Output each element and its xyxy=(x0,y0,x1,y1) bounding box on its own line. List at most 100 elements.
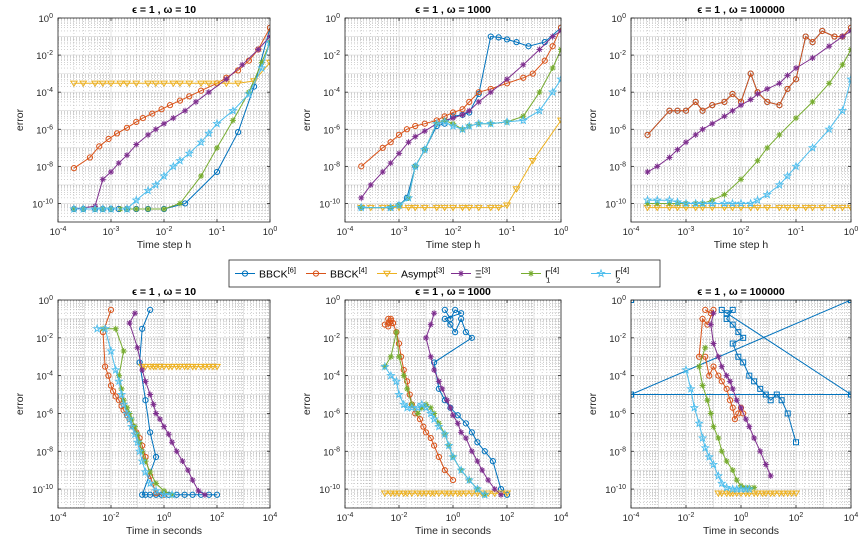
y-tick-label: 100 xyxy=(612,295,627,307)
data-point-s3-p16 xyxy=(485,477,492,484)
legend-entry-3: Asympt[3] xyxy=(377,266,444,281)
data-point-s0-p17 xyxy=(213,491,221,498)
data-point-s1-p14 xyxy=(784,85,791,93)
y-tick-label: 10-10 xyxy=(32,484,53,496)
data-point-s2-p12 xyxy=(761,490,770,498)
data-point-s4-p8 xyxy=(145,206,152,213)
data-point-s4-p10 xyxy=(733,477,740,484)
y-tick-label: 10-10 xyxy=(319,198,340,210)
data-point-s4-p4 xyxy=(400,372,407,379)
x-tick-label: 100 xyxy=(554,226,569,238)
data-point-s3-p5 xyxy=(723,372,730,379)
data-point-s3-p4 xyxy=(683,139,689,146)
legend-marker xyxy=(596,268,606,278)
x-axis-label: Time in seconds xyxy=(703,525,779,537)
y-tick-label: 10-2 xyxy=(323,333,340,345)
y-tick-label: 10-10 xyxy=(319,484,340,496)
data-point-s0-p13 xyxy=(495,34,502,41)
legend-marker xyxy=(241,270,249,277)
data-point-s3-p3 xyxy=(674,146,681,153)
data-point-s5-p5 xyxy=(700,443,710,452)
data-point-s5-p2 xyxy=(664,195,675,205)
chart-title: ϵ = 1 , ω = 10 xyxy=(132,286,196,298)
data-point-s5-p16 xyxy=(151,486,161,495)
data-point-s1-p17 xyxy=(740,410,747,417)
data-point-s5-p10 xyxy=(168,161,178,171)
chart-panel-3: 10-4 10-3 10-2 10-1 100 10-10 10-8 10-6 10-4 10-2… xyxy=(587,4,858,251)
data-point-s1-p14 xyxy=(731,416,738,423)
data-point-s3-p17 xyxy=(201,491,208,498)
y-tick-label: 10-10 xyxy=(32,198,53,210)
data-point-s2-p15 xyxy=(204,80,213,88)
data-point-s3-p4 xyxy=(396,150,402,157)
data-point-s0-p21 xyxy=(503,491,511,498)
series-group xyxy=(642,24,851,212)
data-point-s3-p12 xyxy=(462,435,469,442)
data-point-s4-p0 xyxy=(70,206,77,213)
data-point-s2-p2 xyxy=(390,490,399,498)
data-point-s0-p14 xyxy=(189,491,196,498)
data-point-s2-p17 xyxy=(457,490,466,498)
data-point-s3-p14 xyxy=(474,458,481,465)
data-point-s1-p21 xyxy=(847,24,851,31)
y-tick-label: 10-4 xyxy=(36,371,53,383)
y-tick-label: 10-4 xyxy=(609,371,626,383)
data-point-s4-p7 xyxy=(718,448,725,455)
data-point-s3-p13 xyxy=(468,448,475,455)
data-point-s5-p7 xyxy=(708,459,719,469)
y-tick-label: 100 xyxy=(39,295,54,307)
data-point-s0-p13 xyxy=(181,491,188,498)
data-point-s4-p13 xyxy=(142,458,149,465)
data-point-s0-p14 xyxy=(503,36,511,43)
data-point-s3-p9 xyxy=(450,412,456,419)
legend-label: Ξ[3] xyxy=(475,266,490,281)
data-point-s3-p2 xyxy=(710,340,717,347)
data-point-s0-p22 xyxy=(793,439,799,446)
data-point-s2-p21 xyxy=(838,204,847,212)
data-point-s3-p5 xyxy=(147,391,154,398)
y-tick-label: 10-4 xyxy=(36,87,53,99)
data-point-s2-p19 xyxy=(791,490,801,498)
data-point-s1-p1 xyxy=(86,154,94,161)
data-point-s5-p18 xyxy=(167,489,177,499)
data-point-s1-p0 xyxy=(358,163,365,170)
x-tick-label: 102 xyxy=(789,512,804,524)
data-point-s5-p11 xyxy=(429,414,439,424)
data-point-s5-p13 xyxy=(196,137,206,147)
chart-panel-2: 10-4 10-3 10-2 10-1 100 10-10 10-8 10-6 10-4 10-2… xyxy=(301,4,568,251)
data-point-s2-p18 xyxy=(808,204,817,212)
data-point-s5-p20 xyxy=(846,74,851,84)
y-tick-label: 10-4 xyxy=(323,371,340,383)
data-point-s1-p2 xyxy=(385,315,392,323)
data-point-s0-p8 xyxy=(147,491,154,498)
data-point-s1-p4 xyxy=(692,98,699,105)
data-point-s2-p16 xyxy=(502,202,512,210)
chart-title: ϵ = 1 , ω = 100000 xyxy=(697,4,785,16)
data-point-s2-p14 xyxy=(486,204,495,212)
data-point-s1-p4 xyxy=(403,126,410,133)
data-point-s5-p0 xyxy=(69,204,79,214)
data-point-s3-p12 xyxy=(192,98,199,105)
data-point-s4-p15 xyxy=(536,89,543,96)
data-point-s1-p5 xyxy=(109,388,117,395)
data-point-s2-p19 xyxy=(467,490,476,498)
data-point-s0-p5 xyxy=(723,310,730,317)
legend-marker xyxy=(382,270,392,278)
data-point-s0-p11 xyxy=(729,340,736,347)
data-point-s3-p7 xyxy=(145,131,152,138)
x-tick-label: 10-4 xyxy=(337,226,354,238)
data-point-s3-p13 xyxy=(179,458,186,465)
data-point-s0-p0 xyxy=(441,306,448,313)
data-point-s3-p0 xyxy=(644,168,651,175)
data-point-s4-p7 xyxy=(441,117,448,124)
y-tick-label: 10-4 xyxy=(609,87,626,99)
data-point-s2-p18 xyxy=(461,490,470,498)
data-point-s4-p8 xyxy=(418,404,425,411)
data-point-s2-p8 xyxy=(417,490,426,498)
data-point-s5-p14 xyxy=(774,180,785,189)
data-point-s1-p2 xyxy=(674,107,681,114)
data-point-s2-p5 xyxy=(155,363,164,371)
data-point-s2-p6 xyxy=(411,204,420,212)
data-point-s5-p5 xyxy=(691,198,701,208)
